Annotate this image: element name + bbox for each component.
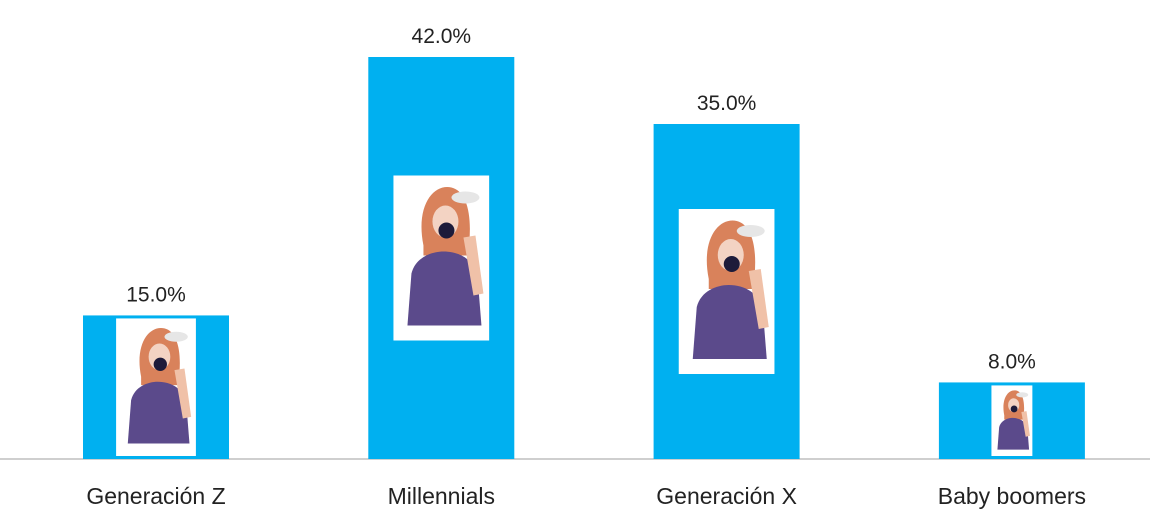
- icon-arm: [1021, 411, 1030, 437]
- icon-cup: [438, 222, 455, 239]
- icon-arm: [463, 235, 484, 296]
- icon-shirt: [997, 417, 1030, 450]
- icon-cup: [153, 357, 167, 371]
- x-tick-label: Generación Z: [86, 483, 225, 509]
- icon-steam: [164, 331, 188, 342]
- icon-shirt: [407, 251, 482, 326]
- icon-steam: [451, 191, 480, 204]
- x-tick-label: Baby boomers: [938, 483, 1086, 509]
- bar-icon: [393, 175, 490, 341]
- bar-icon: [991, 385, 1033, 456]
- icon-shirt: [692, 285, 767, 359]
- x-tick-label: Generación X: [656, 483, 797, 509]
- icon-shirt: [127, 381, 190, 444]
- icon-cup: [723, 256, 740, 272]
- bar-icon: [678, 209, 775, 374]
- x-tick-label: Millennials: [388, 483, 495, 509]
- icon-arm: [174, 368, 192, 419]
- icon-steam: [736, 225, 765, 237]
- icon-arm: [748, 269, 769, 329]
- bar-icon: [116, 318, 196, 456]
- value-label: 35.0%: [697, 92, 757, 115]
- value-label: 42.0%: [412, 25, 472, 48]
- icon-steam: [1016, 392, 1029, 398]
- icon-cup: [1010, 405, 1018, 413]
- value-label: 8.0%: [988, 350, 1036, 373]
- value-label: 15.0%: [126, 283, 186, 306]
